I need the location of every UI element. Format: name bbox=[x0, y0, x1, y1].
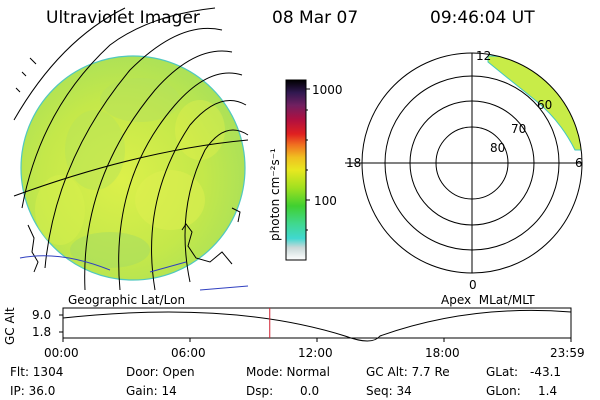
app-title: Ultraviolet Imager bbox=[46, 8, 200, 28]
geo-panel-caption: Geographic Lat/Lon bbox=[68, 293, 186, 307]
mlt-label-6: 6 bbox=[575, 156, 583, 170]
x-tick-label: 23:59 bbox=[550, 346, 585, 360]
latlon-grid bbox=[13, 7, 249, 291]
x-tick-label: 06:00 bbox=[171, 346, 206, 360]
mlt-label-18: 18 bbox=[346, 156, 362, 170]
gc-altitude: GC Alt: 7.7 Re bbox=[366, 365, 450, 379]
header-time: 09:46:04 UT bbox=[430, 8, 535, 28]
header-date: 08 Mar 07 bbox=[272, 8, 359, 28]
dsp-label: Dsp: bbox=[246, 384, 274, 398]
mode-status: Mode: Normal bbox=[246, 365, 330, 379]
geographic-map bbox=[13, 7, 249, 291]
polar-plot bbox=[345, 52, 583, 274]
disk-texture bbox=[35, 78, 225, 268]
glat-label: GLat: bbox=[486, 365, 519, 379]
door-status: Door: Open bbox=[126, 365, 195, 379]
x-tick-label: 18:00 bbox=[425, 346, 460, 360]
colorbar-tick-100: 100 bbox=[314, 194, 337, 208]
sequence-number: Seq: 34 bbox=[366, 384, 412, 398]
x-tick-label: 12:00 bbox=[298, 346, 333, 360]
dsp-value: 0.0 bbox=[300, 384, 320, 398]
glon-value: 1.4 bbox=[538, 384, 558, 398]
mlt-label-12: 12 bbox=[476, 49, 492, 63]
altitude-curve bbox=[62, 309, 572, 342]
altitude-y-high: 9.0 bbox=[32, 308, 52, 322]
colorbar-unit-label: photon cm⁻²s⁻¹ bbox=[268, 148, 282, 241]
altitude-y-low: 1.8 bbox=[32, 325, 52, 339]
flight-number: Flt: 1304 bbox=[10, 365, 64, 379]
glat-value: -43.1 bbox=[530, 365, 562, 379]
colorbar-tick-1000: 1000 bbox=[312, 83, 343, 97]
mlat-label-60: 60 bbox=[537, 98, 553, 112]
gain-value: Gain: 14 bbox=[126, 384, 177, 398]
x-tick-label: 00:00 bbox=[44, 346, 79, 360]
coastlines bbox=[15, 57, 249, 291]
mlt-label-0: 0 bbox=[469, 278, 477, 292]
altitude-x-ticks bbox=[62, 338, 572, 342]
altitude-plot bbox=[59, 307, 572, 342]
mlat-label-70: 70 bbox=[511, 122, 527, 136]
polar-panel-caption: Apex MLat/MLT bbox=[441, 293, 535, 307]
mlat-label-80: 80 bbox=[490, 141, 506, 155]
altitude-ylabel: GC Alt bbox=[3, 307, 17, 345]
color-scale-bar bbox=[285, 79, 310, 261]
ip-value: IP: 36.0 bbox=[10, 384, 56, 398]
glon-label: GLon: bbox=[486, 384, 521, 398]
